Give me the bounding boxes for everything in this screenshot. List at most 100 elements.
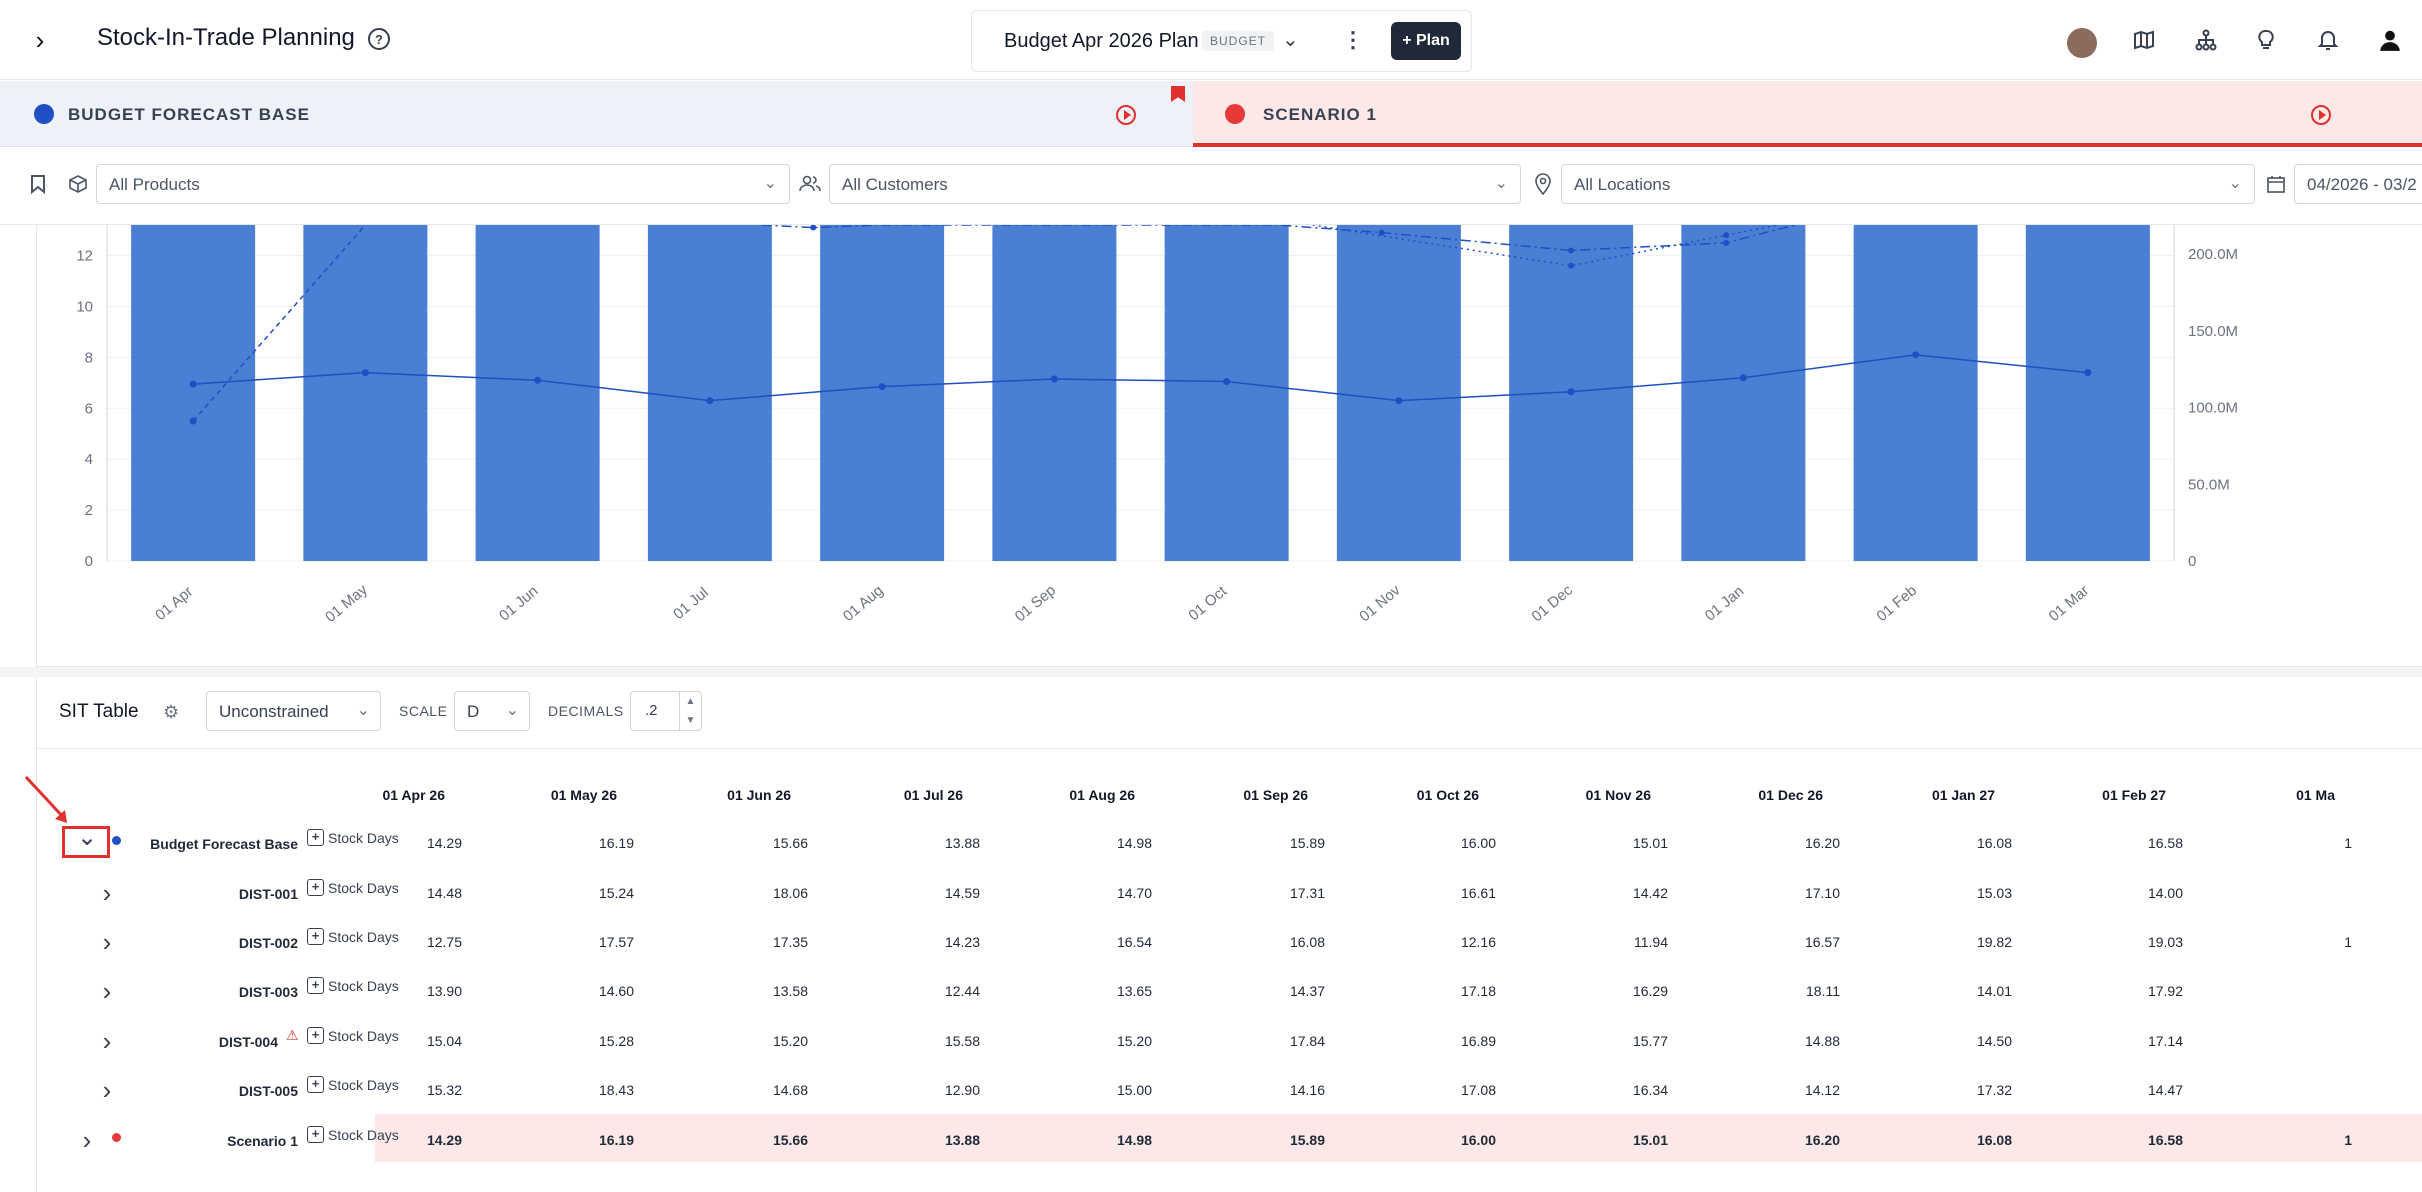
profile-icon[interactable] (2370, 20, 2410, 60)
sidebar-toggle-chevron-icon[interactable]: › (35, 24, 45, 55)
table-cell[interactable]: 15.20 (772, 1033, 808, 1049)
table-cell[interactable]: 14.50 (1976, 1033, 2012, 1049)
table-cell[interactable]: 12.75 (426, 934, 462, 950)
products-filter[interactable]: All Products ⌄ (96, 164, 790, 204)
bookmark-icon[interactable] (27, 173, 49, 195)
help-icon[interactable]: ? (368, 28, 390, 50)
table-cell[interactable]: 14.88 (1804, 1033, 1840, 1049)
table-cell[interactable]: 14.60 (598, 983, 634, 999)
table-cell[interactable]: 15.66 (772, 835, 808, 851)
chevron-down-icon[interactable]: ▼ (685, 715, 696, 726)
table-cell[interactable]: 14.59 (944, 885, 980, 901)
table-cell[interactable]: 17.92 (2147, 983, 2183, 999)
table-cell[interactable]: 17.35 (772, 934, 808, 950)
table-cell[interactable]: 19.03 (2147, 934, 2183, 950)
table-cell[interactable]: 16.57 (1804, 934, 1840, 950)
gear-icon[interactable]: ⚙ (163, 702, 180, 722)
add-measure-icon[interactable]: + (307, 977, 324, 994)
table-cell[interactable]: 16.34 (1632, 1082, 1668, 1098)
table-cell[interactable]: 18.06 (772, 885, 808, 901)
table-cell[interactable]: 14.01 (1976, 983, 2012, 999)
table-cell[interactable]: 14.29 (426, 835, 462, 851)
table-cell[interactable]: 15.01 (1632, 835, 1668, 851)
scale-dropdown[interactable]: D ⌄ (454, 691, 530, 731)
table-cell[interactable]: 13.90 (426, 983, 462, 999)
table-cell[interactable]: 14.29 (426, 1132, 462, 1148)
table-cell[interactable]: 18.43 (598, 1082, 634, 1098)
table-cell[interactable]: 13.65 (1116, 983, 1152, 999)
table-cell[interactable]: 14.98 (1116, 835, 1152, 851)
table-cell[interactable]: 13.58 (772, 983, 808, 999)
customers-filter[interactable]: All Customers ⌄ (829, 164, 1521, 204)
expand-chevron-icon[interactable]: › (102, 877, 112, 908)
tab-scenario-1[interactable]: SCENARIO 1 (1193, 81, 2422, 147)
expand-chevron-icon[interactable]: › (82, 1124, 92, 1155)
table-cell[interactable]: 14.68 (772, 1082, 808, 1098)
more-options-icon[interactable]: ⋮ (1342, 27, 1364, 52)
table-cell[interactable]: 17.10 (1804, 885, 1840, 901)
measure-label[interactable]: + Stock Days (307, 879, 399, 896)
table-cell[interactable]: 12.44 (944, 983, 980, 999)
table-cell[interactable]: 16.89 (1460, 1033, 1496, 1049)
table-cell[interactable]: 18.11 (1806, 983, 1840, 999)
collapse-chevron-icon[interactable]: ⌄ (76, 823, 98, 851)
table-cell[interactable]: 17.31 (1289, 885, 1325, 901)
table-cell[interactable]: 19.82 (1976, 934, 2012, 950)
table-cell[interactable]: 16.08 (1289, 934, 1325, 950)
table-cell[interactable]: 17.08 (1460, 1082, 1496, 1098)
table-cell[interactable]: 14.70 (1116, 885, 1152, 901)
table-cell[interactable]: 14.16 (1289, 1082, 1325, 1098)
add-measure-icon[interactable]: + (307, 1076, 324, 1093)
table-cell[interactable]: 1 (2344, 934, 2352, 950)
measure-label[interactable]: + Stock Days (307, 1076, 399, 1093)
table-cell[interactable]: 16.58 (2147, 1132, 2183, 1148)
measure-label[interactable]: + Stock Days (307, 1126, 399, 1143)
table-cell[interactable]: 15.00 (1116, 1082, 1152, 1098)
table-cell[interactable]: 16.00 (1460, 1132, 1496, 1148)
table-cell[interactable]: 15.01 (1632, 1132, 1668, 1148)
table-cell[interactable]: 14.12 (1804, 1082, 1840, 1098)
add-plan-button[interactable]: + Plan (1391, 22, 1461, 60)
expand-chevron-icon[interactable]: › (102, 1025, 112, 1056)
table-cell[interactable]: 15.89 (1289, 1132, 1325, 1148)
table-cell[interactable]: 15.03 (1976, 885, 2012, 901)
map-icon[interactable] (2124, 20, 2164, 60)
expand-chevron-icon[interactable]: › (102, 1074, 112, 1105)
add-measure-icon[interactable]: + (307, 829, 324, 846)
table-cell[interactable]: 15.66 (772, 1132, 808, 1148)
play-icon[interactable] (2311, 105, 2331, 125)
measure-label[interactable]: + Stock Days (307, 928, 399, 945)
expand-chevron-icon[interactable]: › (102, 926, 112, 957)
expand-chevron-icon[interactable]: › (102, 975, 112, 1006)
table-cell[interactable]: 14.23 (944, 934, 980, 950)
table-cell[interactable]: 15.32 (426, 1082, 462, 1098)
table-cell[interactable]: 1 (2344, 835, 2352, 851)
chevron-up-icon[interactable]: ▲ (685, 696, 696, 707)
chevron-down-icon[interactable]: ⌄ (1282, 29, 1299, 51)
table-cell[interactable]: 16.20 (1804, 835, 1840, 851)
add-measure-icon[interactable]: + (307, 928, 324, 945)
table-cell[interactable]: 15.77 (1632, 1033, 1668, 1049)
table-cell[interactable]: 16.29 (1632, 983, 1668, 999)
table-cell[interactable]: 16.54 (1116, 934, 1152, 950)
tab-budget-forecast-base[interactable]: BUDGET FORECAST BASE (0, 81, 1193, 147)
table-cell[interactable]: 13.88 (944, 1132, 980, 1148)
plan-selector[interactable]: Budget Apr 2026 Plan BUDGET ⌄ ⋮ + Plan (971, 10, 1472, 72)
table-cell[interactable]: 1 (2344, 1132, 2352, 1148)
table-cell[interactable]: 16.08 (1976, 835, 2012, 851)
hierarchy-icon[interactable] (2186, 20, 2226, 60)
table-cell[interactable]: 12.16 (1460, 934, 1496, 950)
table-cell[interactable]: 14.00 (2147, 885, 2183, 901)
table-cell[interactable]: 17.32 (1976, 1082, 2012, 1098)
user-avatar[interactable] (2062, 20, 2102, 60)
table-cell[interactable]: 14.48 (426, 885, 462, 901)
add-measure-icon[interactable]: + (307, 1027, 324, 1044)
table-cell[interactable]: 14.47 (2147, 1082, 2183, 1098)
table-cell[interactable]: 16.61 (1460, 885, 1496, 901)
date-range-filter[interactable]: 04/2026 - 03/2 (2294, 164, 2422, 204)
locations-filter[interactable]: All Locations ⌄ (1561, 164, 2255, 204)
lightbulb-icon[interactable] (2246, 20, 2286, 60)
add-measure-icon[interactable]: + (307, 879, 324, 896)
table-cell[interactable]: 14.98 (1116, 1132, 1152, 1148)
table-cell[interactable]: 16.19 (598, 835, 634, 851)
